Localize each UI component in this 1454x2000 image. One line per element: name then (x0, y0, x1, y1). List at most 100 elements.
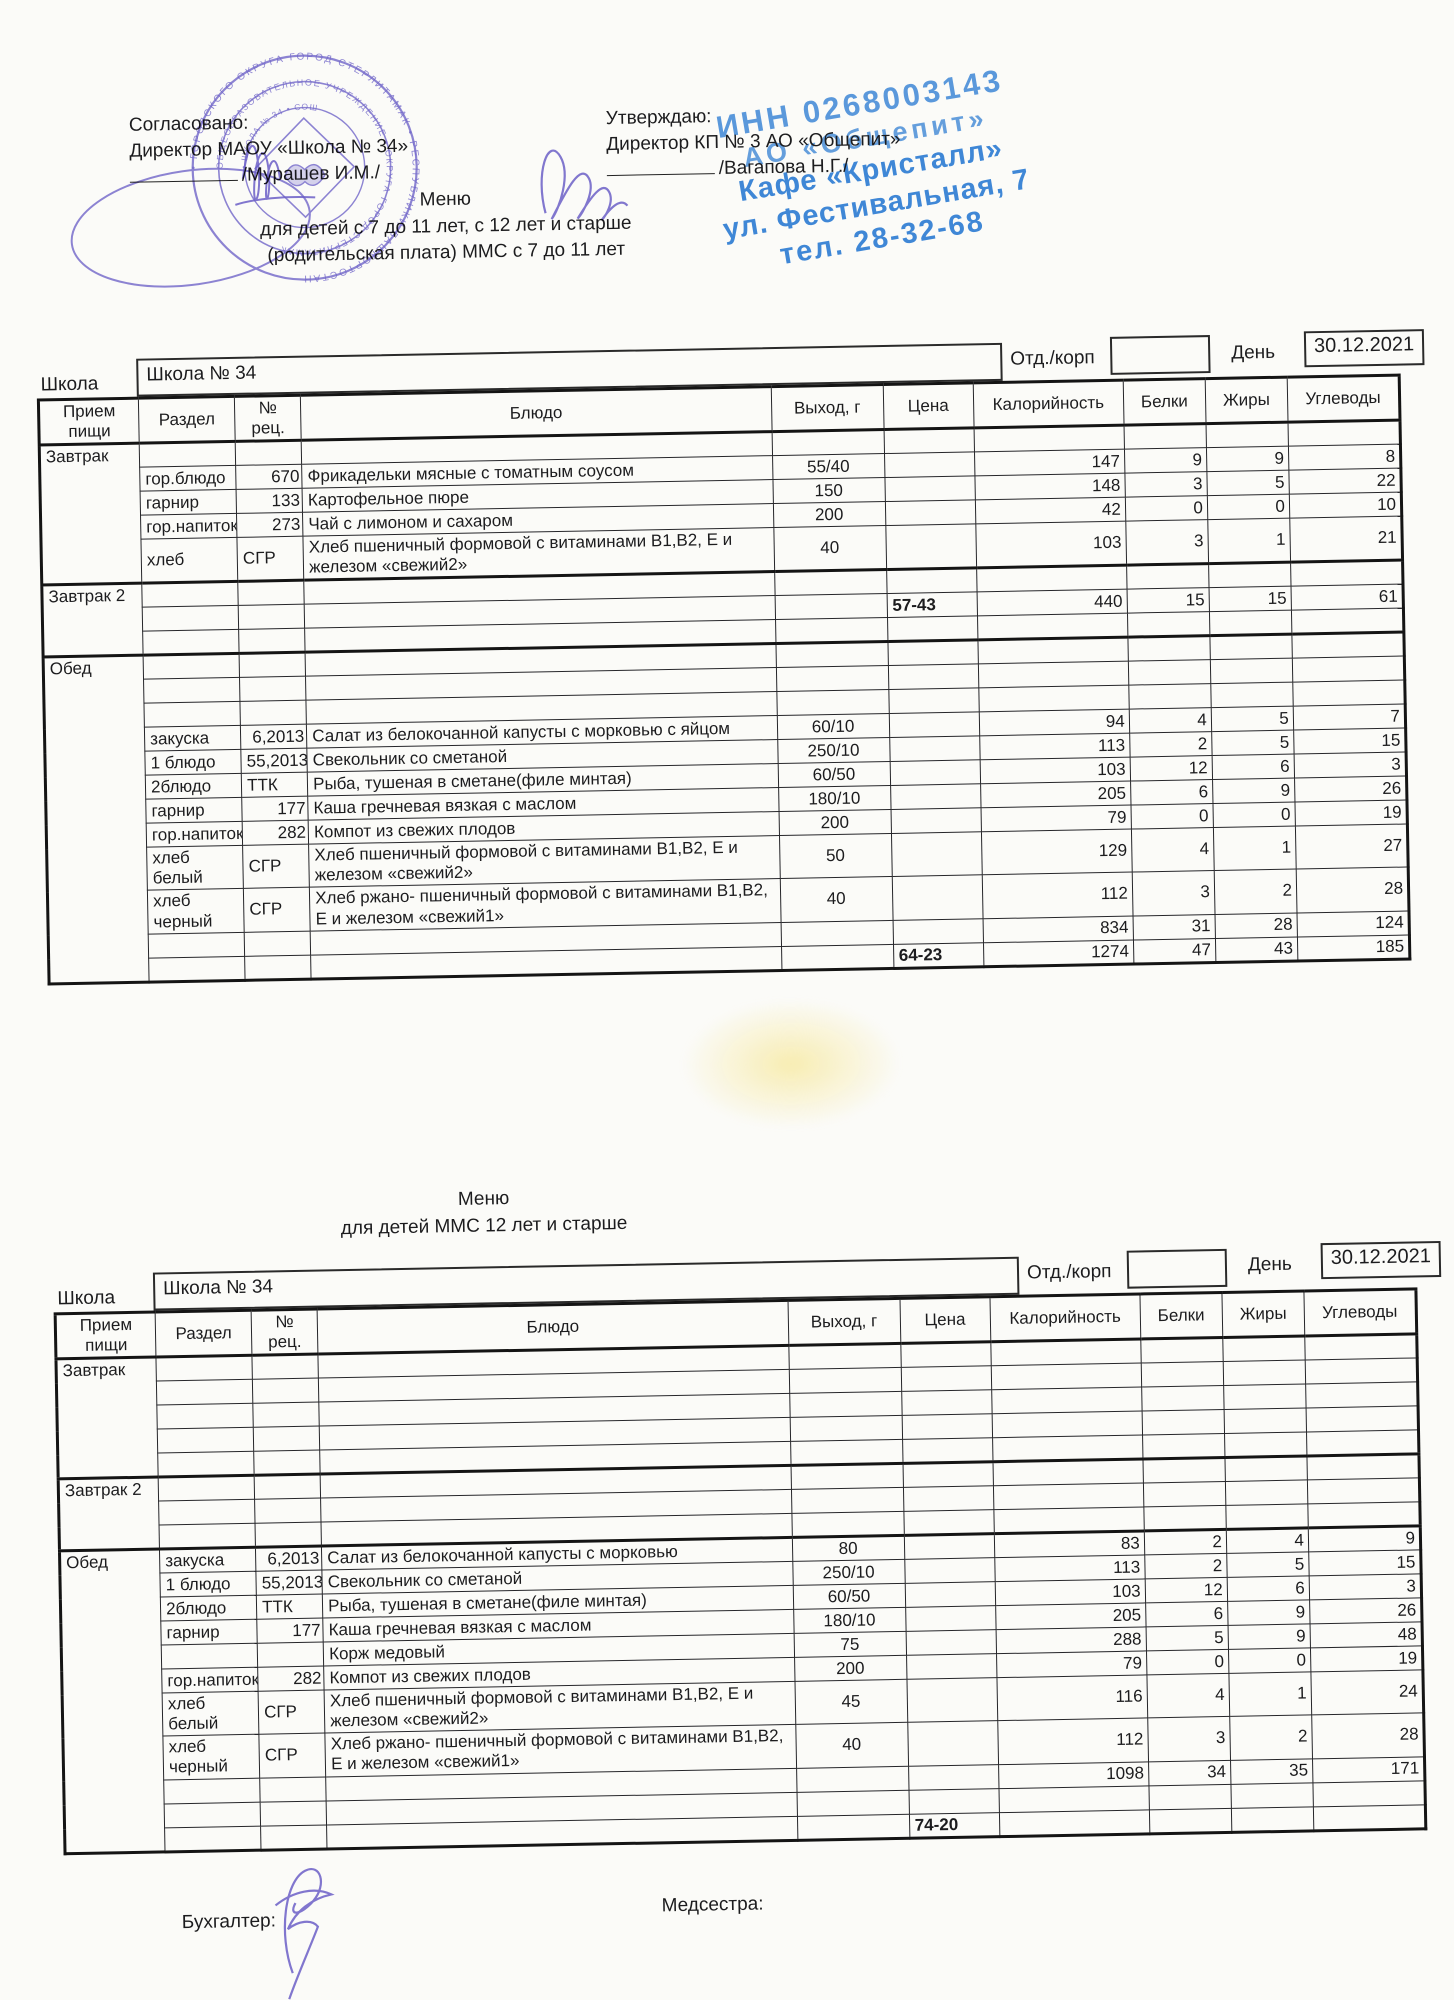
cell-rec: 133 (236, 488, 303, 514)
cell-kcal: 103 (979, 757, 1131, 785)
cell-carbs: 15 (1308, 1550, 1422, 1577)
cell-rec (253, 1426, 320, 1452)
menu2-title: Меню для детей ММС 12 лет и старше (203, 1181, 764, 1244)
cell-carbs (1306, 1430, 1419, 1457)
cell-out (790, 1463, 904, 1490)
cell-fat (1223, 1384, 1306, 1410)
cell-price (888, 688, 979, 714)
cell-carbs: 48 (1309, 1622, 1423, 1649)
cell-rec (254, 1498, 322, 1524)
cell-fat (1210, 682, 1294, 708)
cell-rec (238, 628, 306, 654)
cell-razdel (157, 1427, 254, 1454)
cell-razdel: гарнир (145, 797, 243, 824)
cell-rec: СГР (243, 887, 311, 932)
cell-kcal: 288 (995, 1627, 1147, 1655)
cell-out: 150 (772, 477, 885, 504)
cell-carbs: 171 (1312, 1756, 1425, 1783)
cell-protein: 3 (1125, 519, 1209, 566)
column-header: № рец. (234, 395, 302, 442)
cell-out (780, 920, 894, 947)
cell-protein (1127, 611, 1210, 638)
cell-razdel: хлеб черный (162, 1734, 260, 1780)
cell-out: 180/10 (793, 1607, 906, 1634)
cell-fat (1230, 1782, 1314, 1808)
cell-price (904, 1582, 996, 1608)
column-header: Цена (882, 382, 974, 430)
cell-razdel: хлеб черный (147, 888, 245, 934)
cell-carbs: 15 (1293, 728, 1407, 755)
cell-protein: 0 (1125, 495, 1208, 522)
column-header: Выход, г (770, 384, 884, 432)
cell-out: 180/10 (778, 785, 891, 812)
cell-kcal (998, 1785, 1150, 1813)
cell-fat (1209, 610, 1292, 636)
meal-section-label: Обед (59, 1549, 166, 1854)
cell-out (790, 1487, 904, 1514)
cell-out: 55/40 (772, 453, 885, 480)
cell-fat: 9 (1206, 446, 1289, 472)
cell-kcal: 113 (979, 733, 1130, 761)
cell-fat (1223, 1360, 1306, 1386)
column-header: Прием пищи (38, 398, 140, 446)
cell-kcal: 42 (975, 497, 1126, 525)
cell-kcal (999, 1809, 1150, 1837)
cell-rec (239, 652, 306, 678)
cell-carbs: 61 (1290, 584, 1404, 611)
cell-fat: 1 (1207, 518, 1291, 564)
column-header: Белки (1122, 378, 1206, 426)
signature-line (129, 166, 238, 184)
cell-protein (1128, 659, 1211, 686)
cell-fat: 9 (1227, 1600, 1310, 1626)
cell-razdel: закуска (159, 1547, 257, 1574)
cell-carbs: 7 (1293, 704, 1406, 731)
cell-fat: 2 (1229, 1715, 1313, 1760)
cell-razdel (164, 1825, 262, 1852)
cell-carbs: 19 (1294, 800, 1408, 827)
cell-razdel: 2блюдо (160, 1595, 257, 1622)
signature-line (606, 159, 715, 177)
cell-fat: 4 (1226, 1528, 1309, 1554)
cell-carbs: 22 (1288, 468, 1402, 495)
cell-carbs: 26 (1309, 1598, 1423, 1625)
dept-value (1112, 337, 1208, 347)
cell-carbs (1312, 1780, 1426, 1807)
cell-kcal: 103 (975, 521, 1127, 569)
cell-razdel (143, 653, 240, 680)
cell-kcal (977, 637, 1129, 665)
cell-protein (1149, 1807, 1232, 1834)
cell-fat (1205, 422, 1289, 448)
cell-kcal: 1098 (998, 1761, 1149, 1789)
cell-rec: ТТК (241, 772, 308, 798)
cell-fat (1209, 634, 1293, 660)
cell-out: 200 (794, 1655, 907, 1682)
cell-razdel: гор.блюдо (139, 465, 237, 492)
cell-carbs: 19 (1310, 1646, 1423, 1673)
cell-protein: 4 (1129, 707, 1212, 734)
cell-kcal: 116 (996, 1675, 1148, 1722)
column-header: Цена (899, 1296, 991, 1344)
cell-fat (1224, 1432, 1307, 1458)
cell-kcal: 205 (995, 1603, 1146, 1631)
cell-carbs (1307, 1478, 1420, 1505)
cell-price (900, 1365, 992, 1392)
cell-carbs (1291, 632, 1405, 659)
cell-razdel: гарнир (140, 489, 237, 516)
cell-carbs (1292, 656, 1405, 683)
cell-fat: 0 (1212, 802, 1296, 828)
cell-rec: СГР (242, 844, 310, 889)
cell-fat: 1 (1228, 1672, 1312, 1717)
cell-fat (1225, 1504, 1309, 1530)
cell-kcal (993, 1483, 1144, 1510)
cell-fat: 0 (1207, 494, 1290, 520)
cell-razdel: хлеб (141, 537, 238, 584)
cell-protein (1123, 423, 1207, 450)
cell-rec: СГР (259, 1733, 326, 1778)
cell-fat: 28 (1214, 912, 1298, 939)
cell-kcal (991, 1387, 1142, 1414)
day-value-box: 30.12.2021 (1303, 329, 1425, 368)
cell-price (889, 760, 981, 786)
cell-carbs (1306, 1454, 1420, 1481)
cell-protein (1128, 683, 1212, 710)
